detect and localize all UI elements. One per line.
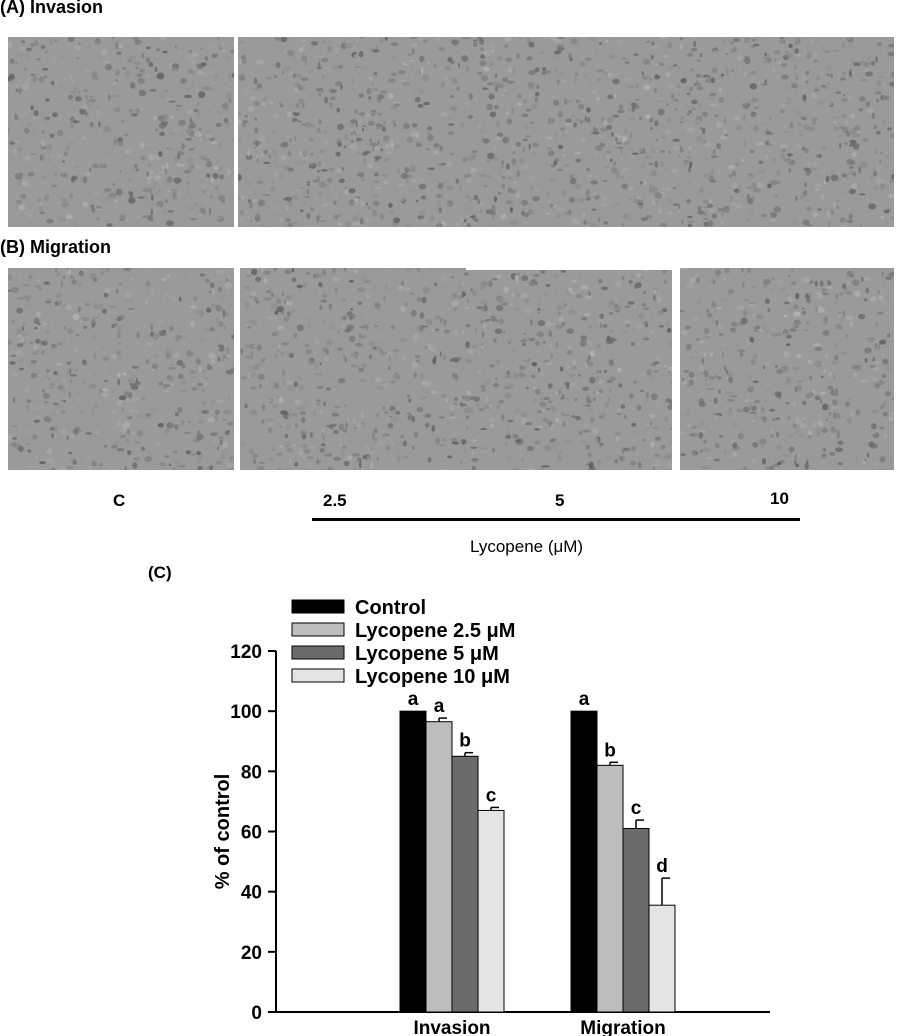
treatment-bracket-line (312, 518, 800, 521)
micrograph-texture (240, 268, 466, 470)
y-axis-label: % of control (212, 774, 234, 890)
legend-swatch (291, 645, 345, 660)
y-tick-label: 120 (230, 642, 262, 663)
panel-c-label: (C) (148, 563, 172, 582)
significance-letter: c (631, 798, 642, 819)
y-tick-label: 40 (241, 883, 262, 904)
micrograph-texture (8, 37, 234, 227)
y-tick-label: 60 (241, 823, 262, 844)
significance-letter: a (408, 689, 419, 710)
x-category-label: Invasion (413, 1018, 490, 1036)
bar (596, 764, 624, 1013)
concentration-label-10: 10 (770, 489, 789, 508)
micrograph-texture (680, 268, 894, 470)
bar (648, 904, 676, 1013)
legend-swatch (291, 599, 345, 614)
legend-label: Lycopene 2.5 μM (355, 620, 515, 642)
legend-label: Lycopene 5 μM (355, 643, 499, 665)
legend-label: Control (355, 597, 426, 619)
y-tick-label: 80 (241, 762, 262, 783)
significance-letter: b (459, 731, 471, 752)
migration-image-10 (680, 268, 894, 470)
significance-letter: d (656, 856, 668, 877)
y-tick-label: 0 (251, 1003, 262, 1024)
legend-swatch (291, 622, 345, 637)
bar (622, 827, 650, 1013)
bar (570, 710, 598, 1013)
invasion-image-5 (460, 37, 686, 227)
significance-letter: b (604, 740, 616, 761)
panel-b-label: (B) Migration (0, 237, 111, 257)
legend-label: Lycopene 10 μM (355, 666, 510, 688)
x-category-label: Migration (580, 1018, 666, 1036)
significance-letter: c (486, 785, 497, 806)
migration-image-2-5 (240, 268, 466, 470)
micrograph-texture (238, 37, 464, 227)
y-tick-label: 20 (241, 943, 262, 964)
legend-swatch (291, 668, 345, 683)
invasion-image-2-5 (238, 37, 464, 227)
significance-letter: a (434, 696, 445, 717)
concentration-label-2-5: 2.5 (323, 491, 347, 510)
treatment-label: Lycopene (μM) (470, 537, 584, 556)
invasion-image-10 (680, 37, 894, 227)
migration-image-5 (462, 270, 672, 470)
migration-image-control (8, 268, 234, 470)
y-tick-label: 100 (230, 702, 262, 723)
concentration-label-control: C (113, 491, 126, 510)
concentration-label-5: 5 (555, 491, 565, 510)
micrograph-texture (8, 268, 234, 470)
bar (451, 755, 479, 1013)
significance-letter: a (579, 689, 590, 710)
micrograph-texture (680, 37, 894, 227)
panel-a-label: (A) Invasion (0, 0, 104, 17)
bar (477, 809, 505, 1013)
micrograph-texture (462, 270, 672, 470)
bar (425, 721, 453, 1013)
micrograph-texture (460, 37, 686, 227)
bar (399, 710, 427, 1013)
invasion-image-control (8, 37, 234, 227)
